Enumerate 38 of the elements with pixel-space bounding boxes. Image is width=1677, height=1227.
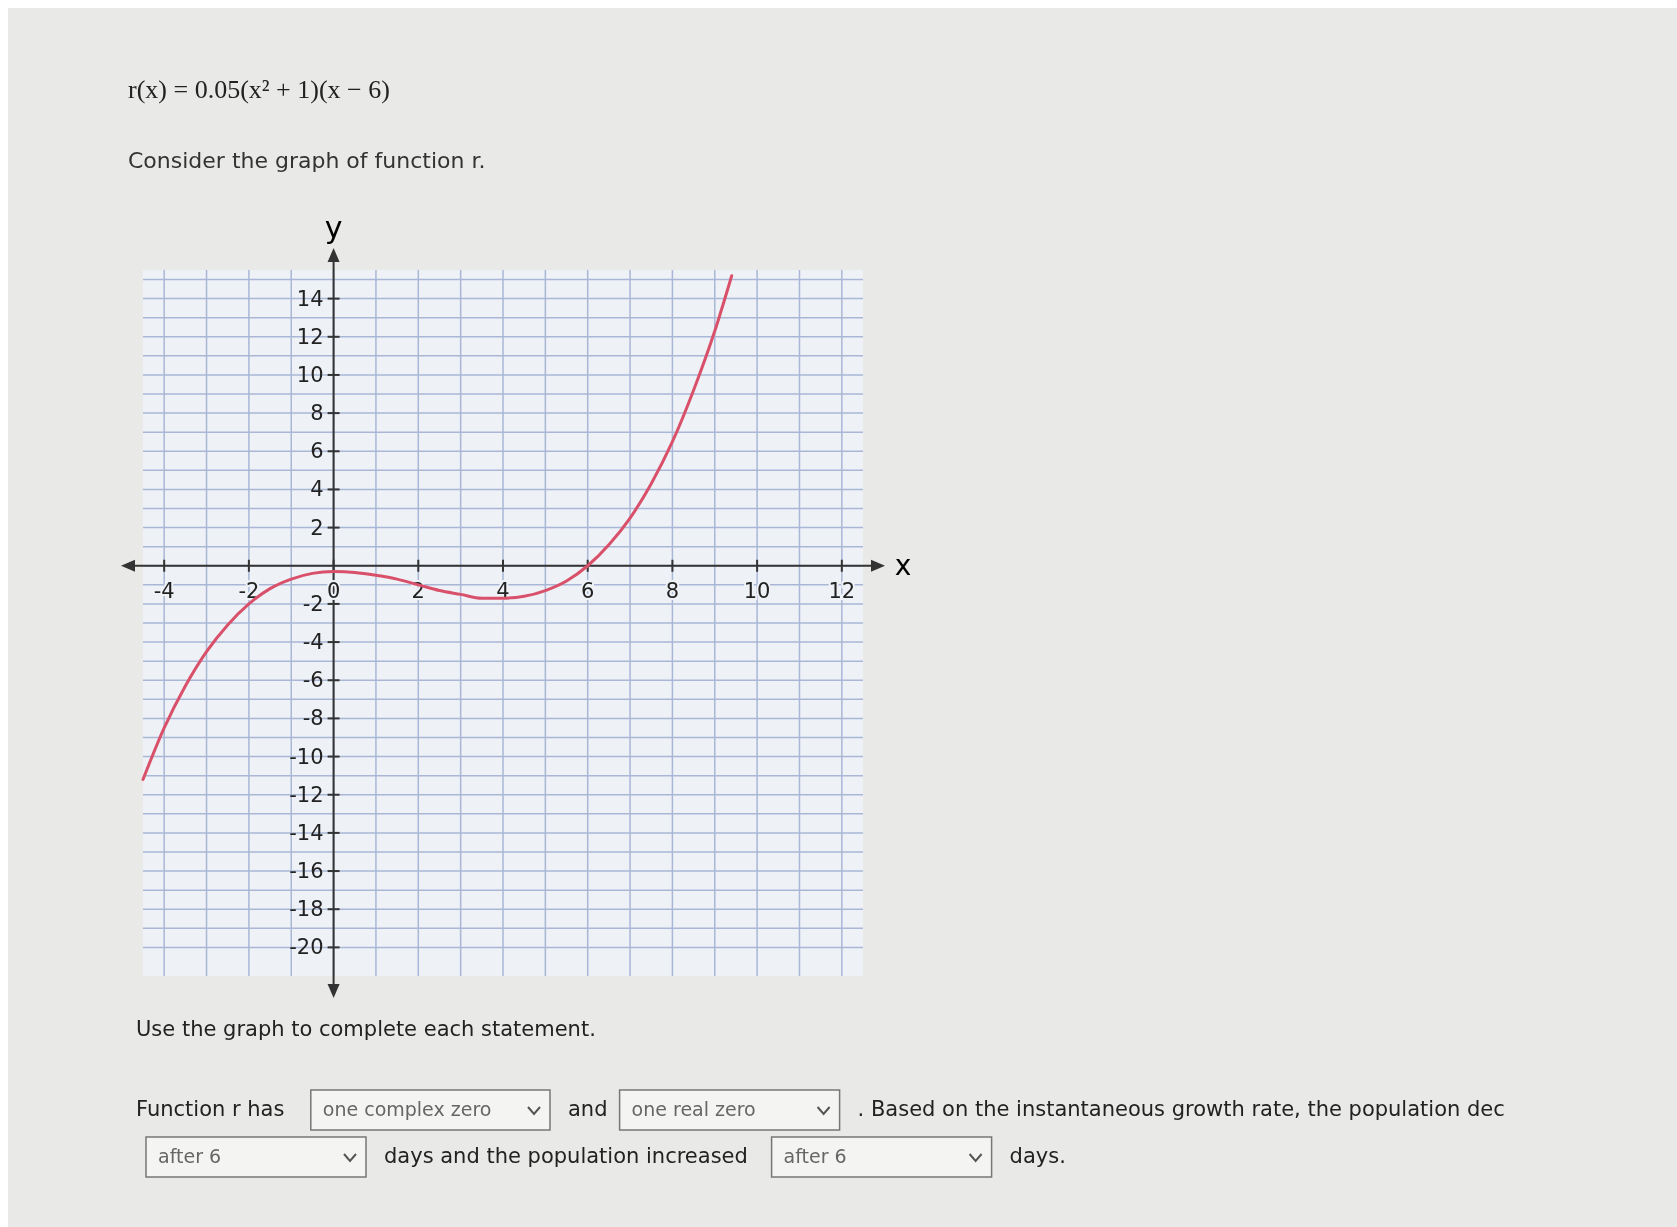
- x-tick-label: -4: [153, 578, 175, 603]
- x-tick-label: 4: [496, 578, 510, 603]
- y-tick-label: -18: [289, 897, 324, 922]
- y-tick-label: 2: [310, 515, 324, 540]
- dropdown-field: one real zero: [618, 1089, 841, 1131]
- line-series: [141, 274, 734, 781]
- dropdown-field: after 6: [770, 1136, 993, 1178]
- chart-title: r(x) = 0.05(x² + 1)(x − 6): [128, 75, 390, 104]
- y-tick-label: 4: [310, 477, 324, 502]
- y-tick-label: -6: [302, 668, 324, 693]
- text: and: [568, 1097, 608, 1121]
- y-tick-label: 8: [310, 401, 324, 426]
- y-tick-label: 10: [296, 362, 324, 387]
- y-tick-label: 12: [296, 324, 324, 349]
- text: days.: [1009, 1144, 1066, 1168]
- x-tick-label: 6: [581, 578, 595, 603]
- y-tick-label: -4: [302, 630, 324, 655]
- text: Function r has: [136, 1097, 285, 1121]
- y-axis-title: y: [324, 210, 343, 245]
- y-tick-label: -10: [289, 744, 324, 769]
- y-tick-label: -8: [302, 706, 324, 731]
- x-tick-label: 10: [743, 578, 771, 603]
- y-tick-label: -20: [289, 935, 324, 960]
- chart-subtitle: Consider the graph of function r.: [128, 148, 486, 173]
- text: days and the population increased: [384, 1144, 748, 1168]
- y-tick-label: -12: [289, 782, 324, 807]
- text: . Based on the instantaneous growth rate, the population dec: [857, 1097, 1505, 1121]
- x-tick-label: -2: [238, 578, 260, 603]
- y-tick-label: 14: [296, 286, 324, 311]
- x-tick-label: 8: [665, 578, 680, 603]
- dropdown-field: after 6: [145, 1136, 367, 1178]
- x-axis-title: x: [894, 548, 912, 582]
- dropdown-field: one complex zero: [310, 1089, 551, 1131]
- text: Use the graph to complete each statement.: [136, 1017, 596, 1041]
- y-tick-label: -14: [289, 820, 324, 845]
- x-tick-label: 12: [828, 578, 856, 603]
- y-tick-label: 6: [310, 439, 324, 464]
- y-tick-label: -16: [289, 859, 324, 884]
